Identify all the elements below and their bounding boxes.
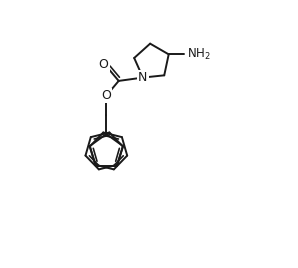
Text: O: O xyxy=(99,58,108,71)
Text: N: N xyxy=(138,71,148,84)
Text: NH$_2$: NH$_2$ xyxy=(187,47,211,62)
Text: O: O xyxy=(101,89,111,102)
